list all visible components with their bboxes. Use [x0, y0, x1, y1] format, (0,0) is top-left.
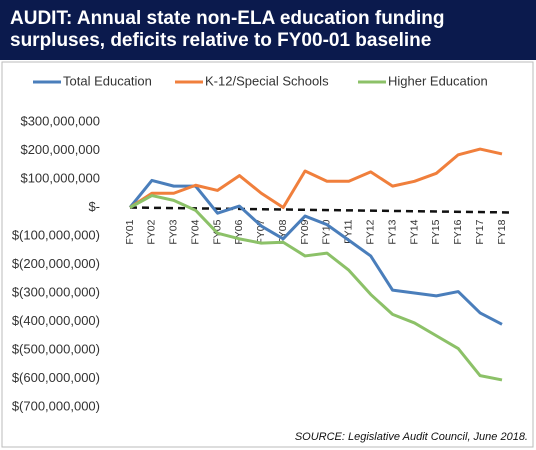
- y-tick-label: $(100,000,000): [12, 227, 100, 242]
- x-tick-label: FY03: [168, 219, 180, 244]
- legend-label: Total Education: [63, 73, 152, 88]
- x-tick-label: FY12: [364, 219, 376, 244]
- x-tick-label: FY18: [496, 219, 508, 244]
- x-tick-label: FY09: [299, 219, 311, 244]
- x-tick-label: FY17: [474, 219, 486, 244]
- x-tick-label: FY14: [408, 219, 420, 244]
- legend-label: Higher Education: [388, 73, 488, 88]
- y-tick-label: $(400,000,000): [12, 313, 100, 328]
- x-tick-label: FY16: [452, 219, 464, 244]
- y-tick-label: $300,000,000: [20, 113, 100, 128]
- chart-title: AUDIT: Annual state non-ELA education fu…: [0, 0, 536, 60]
- y-tick-label: $(500,000,000): [12, 341, 100, 356]
- series-line: [128, 178, 503, 326]
- y-tick-label: $100,000,000: [20, 170, 100, 185]
- y-tick-label: $(200,000,000): [12, 256, 100, 271]
- x-tick-label: FY07: [255, 219, 267, 244]
- y-tick-label: $200,000,000: [20, 142, 100, 157]
- baseline: [129, 206, 513, 214]
- x-tick-label: FY13: [386, 219, 398, 244]
- y-tick-label: $(600,000,000): [12, 370, 100, 385]
- y-tick-label: $-: [88, 199, 100, 214]
- x-tick-label: FY02: [146, 219, 158, 244]
- x-tick-label: FY01: [124, 219, 136, 244]
- x-tick-label: FY15: [430, 219, 442, 244]
- legend-label: K-12/Special Schools: [205, 73, 329, 88]
- y-tick-label: $(300,000,000): [12, 284, 100, 299]
- series-line: [129, 147, 503, 209]
- chart-frame: [1, 61, 534, 448]
- source: SOURCE: Legislative Audit Council, June …: [295, 431, 528, 443]
- x-tick-label: FY04: [189, 219, 201, 244]
- y-tick-label: $(700,000,000): [12, 398, 100, 413]
- series-line: [129, 194, 503, 382]
